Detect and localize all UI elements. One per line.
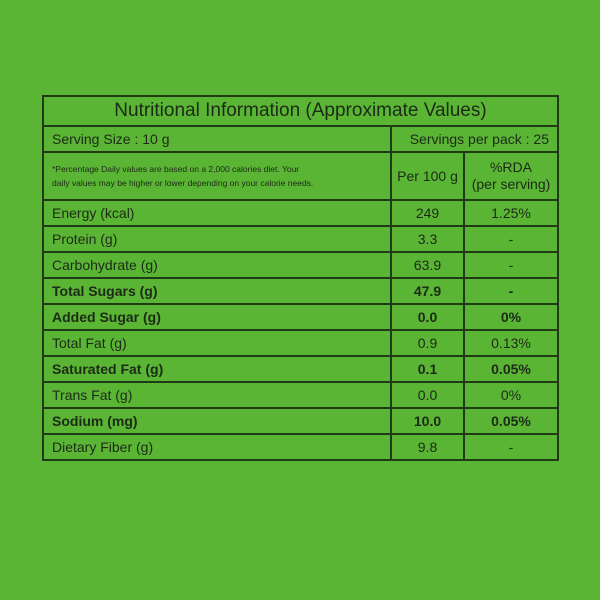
per-100g-value: 0.9 — [390, 329, 465, 357]
nutrient-name: Total Fat (g) — [42, 329, 392, 357]
rda-value: 0% — [463, 303, 559, 331]
nutrient-name: Dietary Fiber (g) — [42, 433, 392, 461]
rda-value: 0% — [463, 381, 559, 409]
per-100g-value: 10.0 — [390, 407, 465, 435]
nutrition-table: Nutritional Information (Approximate Val… — [42, 95, 559, 461]
table-title: Nutritional Information (Approximate Val… — [42, 95, 559, 127]
nutrient-name: Energy (kcal) — [42, 199, 392, 227]
serving-row: Serving Size : 10 g Servings per pack : … — [42, 125, 559, 153]
rda-value: - — [463, 251, 559, 279]
nutrient-row: Trans Fat (g) 0.0 0% — [42, 381, 559, 409]
nutrient-row: Saturated Fat (g) 0.1 0.05% — [42, 355, 559, 383]
per-100g-value: 0.1 — [390, 355, 465, 383]
nutrient-row: Sodium (mg) 10.0 0.05% — [42, 407, 559, 435]
rda-value: - — [463, 277, 559, 305]
serving-size: Serving Size : 10 g — [42, 125, 392, 153]
title-row: Nutritional Information (Approximate Val… — [42, 95, 559, 127]
note-line: daily values may be higher or lower depe… — [52, 178, 314, 188]
rda-value: 0.05% — [463, 355, 559, 383]
nutrient-row: Energy (kcal) 249 1.25% — [42, 199, 559, 227]
servings-per-pack: Servings per pack : 25 — [390, 125, 559, 153]
nutrient-row: Protein (g) 3.3- — [42, 225, 559, 253]
note: *Percentage Daily values are based on a … — [42, 151, 392, 201]
per-100g-value: 9.8 — [390, 433, 465, 461]
per-100g-value: 249 — [390, 199, 465, 227]
rda-value: - — [463, 225, 559, 253]
rda-value: - — [463, 433, 559, 461]
per-100g-value: 63.9 — [390, 251, 465, 279]
nutrient-name: Protein (g) — [42, 225, 392, 253]
nutrient-name: Total Sugars (g) — [42, 277, 392, 305]
rda-header: %RDA (per serving) — [463, 151, 559, 201]
nutrient-name: Carbohydrate (g) — [42, 251, 392, 279]
nutrient-row: Carbohydrate (g) 63.9- — [42, 251, 559, 279]
note-line: *Percentage Daily values are based on a … — [52, 164, 300, 174]
per-100g-value: 0.0 — [390, 303, 465, 331]
header-row: *Percentage Daily values are based on a … — [42, 151, 559, 201]
nutrient-row: Total Fat (g) 0.9 0.13% — [42, 329, 559, 357]
nutrient-row: Added Sugar (g) 0.0 0% — [42, 303, 559, 331]
rda-value: 1.25% — [463, 199, 559, 227]
rda-line: %RDA — [489, 159, 532, 175]
nutrient-name: Sodium (mg) — [42, 407, 392, 435]
rda-value: 0.05% — [463, 407, 559, 435]
rda-value: 0.13% — [463, 329, 559, 357]
rda-line: (per serving) — [471, 176, 551, 192]
per-100g-header: Per 100 g — [390, 151, 465, 201]
nutrient-row: Total Sugars (g) 47.9- — [42, 277, 559, 305]
nutrient-row: Dietary Fiber (g) 9.8- — [42, 433, 559, 461]
per-100g-value: 0.0 — [390, 381, 465, 409]
nutrient-name: Added Sugar (g) — [42, 303, 392, 331]
per-100g-value: 47.9 — [390, 277, 465, 305]
nutrient-name: Trans Fat (g) — [42, 381, 392, 409]
nutrient-name: Saturated Fat (g) — [42, 355, 392, 383]
per-100g-value: 3.3 — [390, 225, 465, 253]
